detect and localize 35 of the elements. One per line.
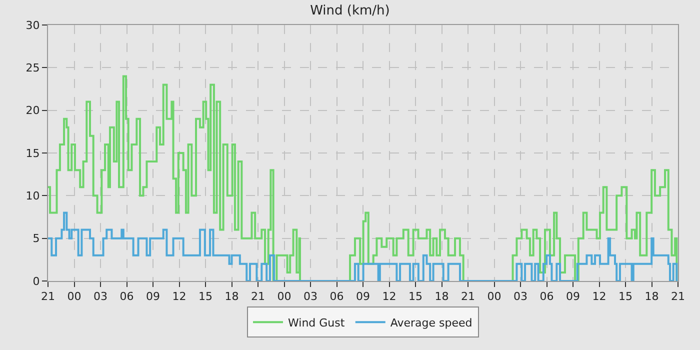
y-tick-label: 30 xyxy=(26,18,40,32)
x-tick-label: 03 xyxy=(514,290,528,304)
legend-label: Average speed xyxy=(390,316,472,330)
x-tick-label: 12 xyxy=(382,290,396,304)
y-tick-label: 0 xyxy=(32,274,40,288)
x-tick-label: 00 xyxy=(277,290,292,304)
x-tick-label: 18 xyxy=(434,290,449,304)
x-tick-label: 12 xyxy=(592,290,606,304)
x-tick-label: 03 xyxy=(94,290,108,304)
x-tick-label: 03 xyxy=(304,290,318,304)
chart-title: Wind (km/h) xyxy=(310,3,390,18)
x-tick-label: 18 xyxy=(644,290,659,304)
x-tick-label: 21 xyxy=(461,290,475,304)
x-tick-label: 00 xyxy=(67,290,82,304)
x-tick-label: 18 xyxy=(224,290,239,304)
y-tick-label: 15 xyxy=(26,146,40,160)
x-tick-label: 00 xyxy=(487,290,502,304)
x-tick-label: 06 xyxy=(120,290,134,304)
y-tick-label: 25 xyxy=(26,62,40,75)
y-tick-label: 5 xyxy=(32,232,40,246)
x-tick-label: 06 xyxy=(540,290,554,304)
x-tick-label: 12 xyxy=(172,290,186,304)
x-tick-label: 21 xyxy=(251,290,265,304)
x-tick-label: 09 xyxy=(146,290,160,304)
x-tick-label: 09 xyxy=(566,290,580,304)
x-tick-label: 15 xyxy=(408,290,422,304)
x-tick-label: 21 xyxy=(41,290,55,304)
y-tick-label: 20 xyxy=(26,104,40,118)
x-tick-label: 09 xyxy=(356,290,370,304)
x-tick-label: 21 xyxy=(671,290,685,304)
x-tick-label: 15 xyxy=(198,290,212,304)
x-tick-label: 15 xyxy=(618,290,632,304)
y-tick-label: 10 xyxy=(26,190,40,203)
legend-label: Wind Gust xyxy=(288,316,346,330)
x-tick-label: 06 xyxy=(330,290,344,304)
